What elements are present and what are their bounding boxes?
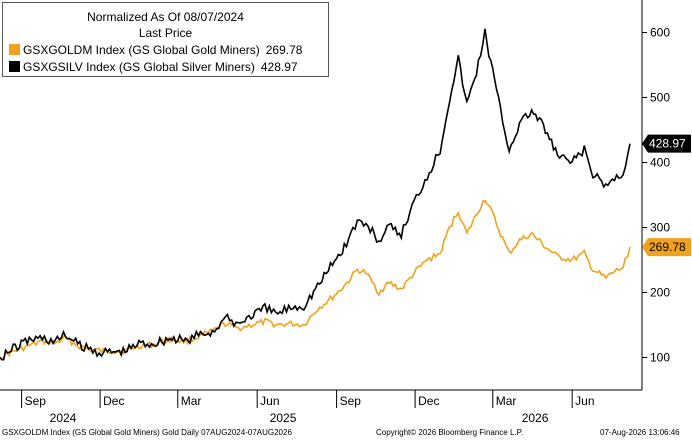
x-tick-label: Jun — [260, 394, 279, 408]
legend-item-gold-miners: GSXGOLDM Index (GS Global Gold Miners) 26… — [9, 43, 302, 57]
y-tick-label: 400 — [650, 156, 670, 170]
x-tick-label: Mar — [496, 394, 517, 408]
legend-swatch-gold — [9, 44, 20, 55]
x-year-label: 2026 — [522, 411, 549, 425]
legend-swatch-silver — [9, 61, 20, 72]
last-value-tag-label: 269.78 — [649, 240, 686, 254]
legend-title: Normalized As Of 08/07/2024 — [87, 10, 244, 24]
last-value-tags: 269.78 428.97 — [642, 134, 691, 257]
footer-index-description: GSXGOLDM Index (GS Global Gold Miners) G… — [2, 428, 292, 437]
x-tick-label: Sep — [340, 394, 362, 408]
legend-label-silver: GSXGSILV Index (GS Global Silver Miners) — [23, 60, 255, 74]
x-tick-label: Dec — [418, 394, 439, 408]
legend-value-gold: 269.78 — [265, 43, 303, 57]
x-tick-label: Sep — [25, 394, 47, 408]
y-tick-label: 200 — [650, 286, 670, 300]
y-tick-label: 100 — [650, 351, 670, 365]
last-value-tag-shape — [642, 134, 691, 153]
series-line-silver-miners — [0, 28, 631, 361]
legend-item-silver-miners: GSXGSILV Index (GS Global Silver Miners)… — [9, 60, 298, 74]
legend-value-silver: 428.97 — [260, 60, 298, 74]
footer-timestamp: 07-Aug-2026 13:06:46 — [600, 428, 680, 437]
x-year-label: 2025 — [270, 411, 297, 425]
y-tick-label: 300 — [650, 221, 670, 235]
last-value-tag-shape — [642, 238, 691, 257]
legend-subtitle: Last Price — [138, 26, 193, 40]
y-tick-label: 600 — [650, 26, 670, 40]
legend: Normalized As Of 08/07/2024 Last Price G… — [2, 2, 329, 77]
x-tick-label: Dec — [103, 394, 124, 408]
footer-copyright: Copyright© 2026 Bloomberg Finance L.P. — [376, 428, 524, 437]
legend-label-gold: GSXGOLDM Index (GS Global Gold Miners) — [23, 43, 260, 57]
y-tick-label: 500 — [650, 91, 670, 105]
y-axis: 100 200 300 400 500 600 — [642, 26, 670, 365]
last-value-tag-silver: 428.97 — [642, 134, 691, 153]
last-value-tag-label: 428.97 — [649, 137, 686, 151]
x-tick-label: Mar — [181, 394, 202, 408]
series-layer — [0, 28, 631, 361]
x-year-label: 2024 — [50, 411, 77, 425]
x-axis: Sep Dec Mar Jun Sep Dec Mar Jun 2024 2025 2026 — [21, 390, 595, 425]
last-value-tag-gold: 269.78 — [642, 238, 691, 257]
x-tick-label: Jun — [575, 394, 594, 408]
